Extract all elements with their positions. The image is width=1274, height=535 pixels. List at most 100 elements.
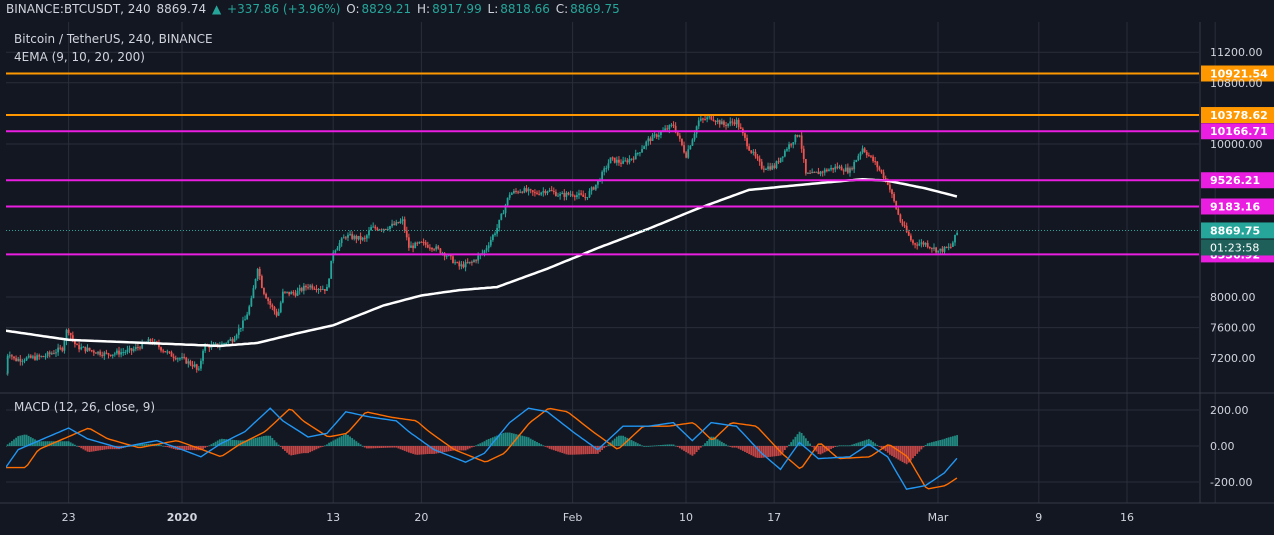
grid-lines	[6, 22, 1216, 503]
candle-down	[760, 161, 763, 169]
candle-down	[723, 121, 725, 125]
candle-up	[176, 358, 179, 360]
histogram-bar-down	[172, 446, 175, 449]
histogram-bar-up	[790, 442, 793, 446]
candle-down	[195, 364, 198, 370]
histogram-bar-up	[351, 438, 354, 446]
histogram-bar-up	[15, 437, 18, 446]
histogram-bar-down	[561, 446, 564, 453]
candle-down	[884, 177, 887, 180]
candle-down	[263, 287, 265, 294]
histogram-bar-up	[359, 444, 362, 446]
candle-down	[897, 208, 900, 215]
symbol-label[interactable]: BINANCE:BTCUSDT, 240	[6, 2, 151, 16]
candle-up	[634, 153, 637, 160]
histogram-bar-up	[69, 442, 72, 446]
candle-up	[569, 194, 572, 196]
candle-down	[130, 348, 133, 351]
level-tag-9183.16	[1201, 198, 1274, 215]
histogram-bar-down	[752, 446, 755, 457]
histogram-bar-down	[590, 446, 593, 454]
histogram-bar-up	[542, 445, 545, 447]
histogram-bar-down	[550, 446, 553, 450]
candle-down	[420, 241, 423, 243]
histogram-bar-up	[330, 441, 333, 446]
histogram-bar-up	[807, 440, 809, 446]
time-tick-label: 23	[62, 511, 76, 524]
histogram-bar-down	[737, 446, 740, 449]
candle-down	[880, 169, 883, 173]
histogram-bar-down	[315, 446, 318, 450]
histogram-bar-up	[702, 445, 704, 447]
histogram-bar-down	[580, 446, 583, 455]
candle-up	[97, 351, 99, 354]
histogram-bar-up	[615, 436, 618, 446]
histogram-bar-up	[802, 435, 805, 446]
histogram-bar-down	[918, 446, 921, 452]
candle-up	[122, 352, 125, 354]
candle-up	[664, 128, 667, 131]
candle-up	[328, 278, 330, 287]
histogram-bar-up	[36, 440, 39, 446]
candle-down	[685, 152, 688, 158]
candle-up	[920, 242, 923, 244]
histogram-bar-down	[395, 446, 398, 448]
candle-down	[821, 171, 824, 173]
histogram-bar-down	[384, 446, 387, 448]
candle-up	[697, 120, 700, 127]
histogram-bar-down	[687, 446, 690, 454]
price-tick-label: 11200.00	[1210, 46, 1263, 59]
histogram-bar-down	[437, 446, 440, 454]
histogram-bar-up	[723, 443, 725, 446]
histogram-bar-up	[510, 433, 513, 446]
histogram-bar-up	[519, 435, 522, 446]
level-tag-9526.21	[1201, 172, 1274, 189]
histogram-bar-down	[428, 446, 431, 454]
candle-up	[586, 197, 589, 199]
chart-title[interactable]: Bitcoin / TetherUS, 240, BINANCE	[14, 32, 213, 46]
candle-up	[628, 158, 631, 163]
histogram-bar-up	[326, 444, 328, 446]
candle-down	[762, 168, 765, 170]
candle-down	[521, 191, 524, 193]
histogram-bar-up	[11, 441, 13, 446]
candle-up	[256, 269, 259, 279]
candle-down	[172, 356, 175, 358]
histogram-bar-down	[370, 446, 372, 449]
candle-down	[300, 288, 303, 291]
histogram-bar-down	[834, 446, 837, 447]
histogram-bar-down	[202, 446, 204, 449]
candle-down	[515, 190, 517, 192]
candle-up	[6, 355, 9, 374]
macd-indicator-label[interactable]: MACD (12, 26, close, 9)	[14, 400, 156, 414]
candle-down	[926, 243, 929, 248]
histogram-bar-up	[502, 433, 505, 446]
high-value: 8917.99	[432, 2, 482, 16]
histogram-bar-up	[672, 444, 675, 446]
histogram-bar-up	[231, 439, 234, 446]
histogram-bar-up	[725, 444, 727, 446]
candle-up	[660, 131, 662, 135]
macd-line	[6, 407, 958, 490]
histogram-bar-down	[393, 446, 396, 448]
histogram-bar-up	[137, 444, 139, 446]
candle-down	[928, 247, 931, 249]
histogram-bar-down	[748, 446, 751, 455]
histogram-bar-down	[403, 446, 406, 451]
candle-down	[269, 300, 272, 305]
histogram-bar-down	[412, 446, 414, 454]
candle-down	[158, 343, 160, 348]
ema-indicator-label[interactable]: 4EMA (9, 10, 20, 200)	[14, 50, 145, 64]
histogram-bar-down	[302, 446, 305, 454]
histogram-bar-up	[794, 436, 797, 446]
time-tick-label: 10	[679, 511, 693, 524]
histogram-bar-up	[481, 442, 484, 446]
candle-up	[811, 172, 814, 174]
histogram-bar-down	[464, 446, 467, 451]
histogram-bar-up	[506, 432, 509, 446]
histogram-bar-down	[99, 446, 102, 451]
candle-up	[116, 350, 118, 354]
histogram-bar-down	[90, 446, 93, 452]
histogram-bar-up	[342, 435, 345, 446]
